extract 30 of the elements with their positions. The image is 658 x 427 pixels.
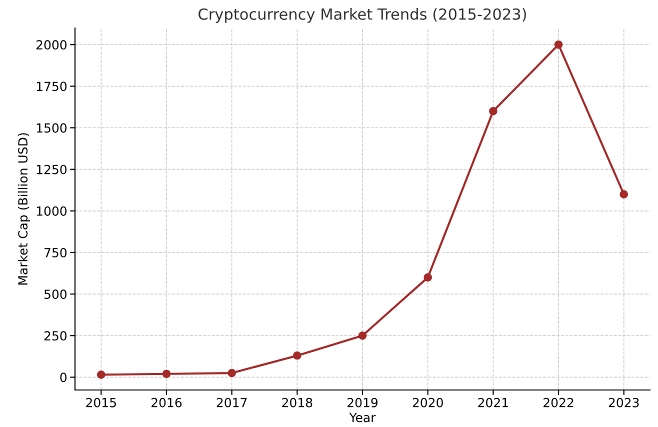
x-tick-label: 2020	[412, 398, 443, 408]
point	[424, 273, 432, 282]
y-tick-label: 1500	[36, 123, 67, 133]
x-tick-label: 2017	[216, 398, 247, 408]
point	[162, 370, 171, 378]
x-tick-label: 2022	[544, 398, 574, 408]
point	[96, 370, 106, 379]
y-tick-label: 500	[44, 290, 67, 299]
point	[358, 331, 367, 340]
x-tick-label: 2015	[86, 398, 116, 408]
x-tick-label: 2019	[348, 398, 378, 408]
y-tick-label: 750	[44, 248, 67, 258]
x-tick-label: 2021	[478, 398, 508, 408]
y-tick-label: 1000	[36, 206, 67, 216]
y-tick-label: 0	[60, 372, 67, 382]
y-tick-label: 2000	[36, 40, 67, 50]
y-axis-title: Market Cap (Billion USD)	[18, 133, 30, 285]
x-tick-label: 2018	[282, 398, 312, 408]
point	[554, 40, 563, 49]
x-tick-label: 2023	[608, 398, 639, 408]
point	[489, 106, 498, 116]
y-tick-label: 1750	[36, 82, 67, 92]
point	[228, 368, 236, 378]
point	[292, 351, 302, 360]
y-tick-label: 1250	[36, 164, 67, 174]
point	[620, 190, 628, 198]
x-tick-label: 2016	[151, 398, 182, 408]
x-axis-title: Year	[349, 412, 376, 422]
chart-title: Cryptocurrency Market Trends (2015-2023)	[198, 8, 526, 23]
y-tick-label: 250	[44, 331, 67, 341]
